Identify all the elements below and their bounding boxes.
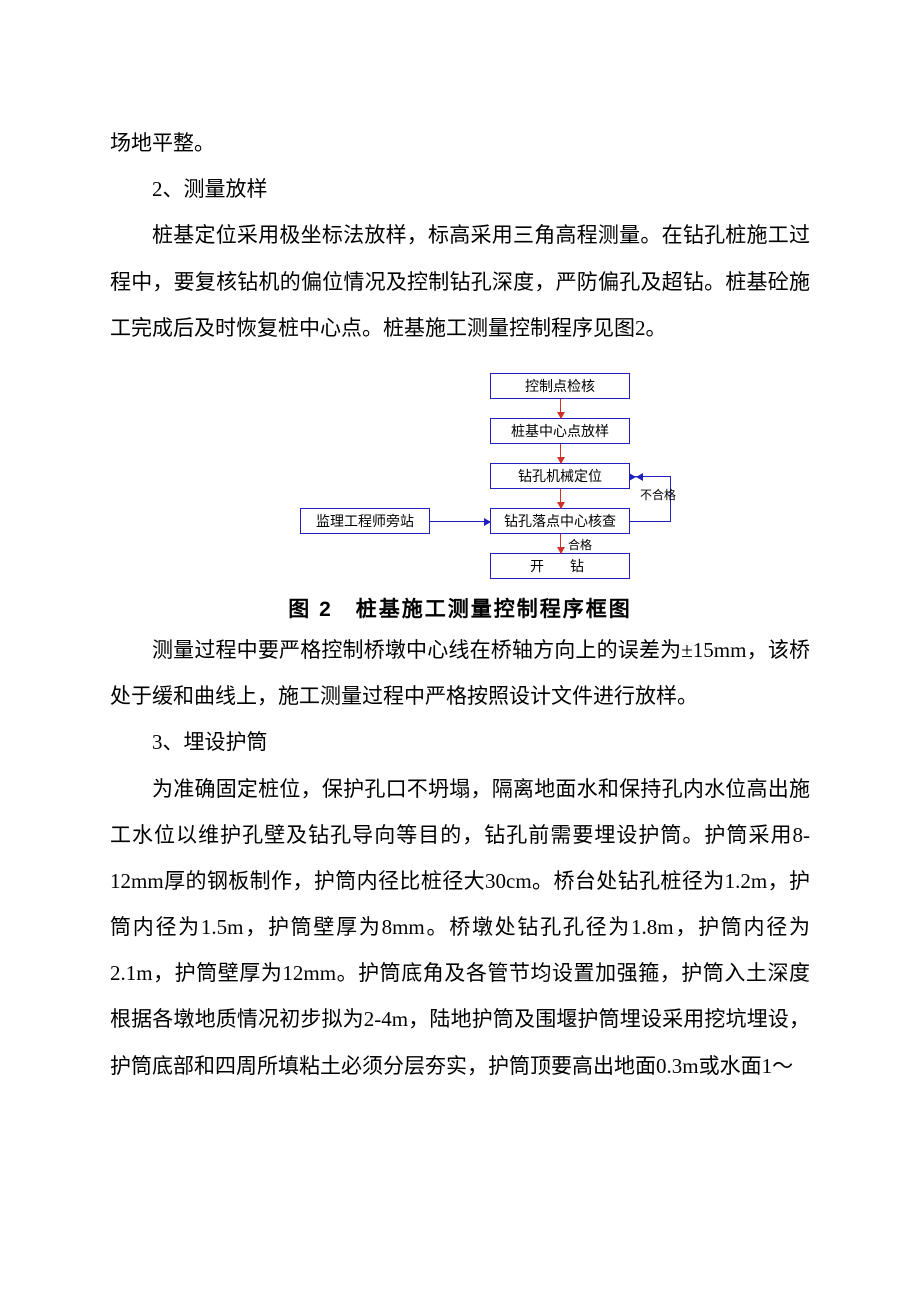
flow-arrow-supervisor-to-check [430,521,490,522]
flow-node-start-drilling: 开 钻 [490,553,630,579]
flow-label-unqualified: 不合格 [640,486,676,503]
flow-node-drill-point-check: 钻孔落点中心核查 [490,508,630,534]
paragraph-survey: 桩基定位采用极坐标法放样，标高采用三角高程测量。在钻孔桩施工过程中，要复核钻机的… [110,212,810,351]
section-title-3: 3、埋设护筒 [110,719,810,765]
paragraph-site-leveling: 场地平整。 [110,120,810,166]
flow-node-supervisor-onsite: 监理工程师旁站 [300,508,430,534]
figure-2-caption: 图 2 桩基施工测量控制程序框图 [110,593,810,623]
flow-node-drill-positioning: 钻孔机械定位 [490,463,630,489]
flow-arrow-down-2 [560,444,561,463]
flow-arrow-down-4 [560,534,561,553]
paragraph-tolerance: 测量过程中要严格控制桥墩中心线在桥轴方向上的误差为±15mm，该桥处于缓和曲线上… [110,627,810,719]
section-title-2: 2、测量放样 [110,166,810,212]
flow-feedback-seg-h2 [630,476,670,477]
flow-arrow-down-1 [560,399,561,418]
flow-node-check-control-point: 控制点检核 [490,373,630,399]
flow-arrow-down-3 [560,489,561,508]
paragraph-casing: 为准确固定桩位，保护孔口不坍塌，隔离地面水和保持孔内水位高出施工水位以维护孔壁及… [110,766,810,1089]
flow-label-qualified: 合格 [568,536,592,553]
flow-feedback-seg-h1 [630,521,670,522]
flow-node-pile-center-stakeout: 桩基中心点放样 [490,418,630,444]
flowchart-figure-2: 控制点检核 桩基中心点放样 钻孔机械定位 钻孔落点中心核查 开 钻 监理工程师旁… [200,373,720,583]
